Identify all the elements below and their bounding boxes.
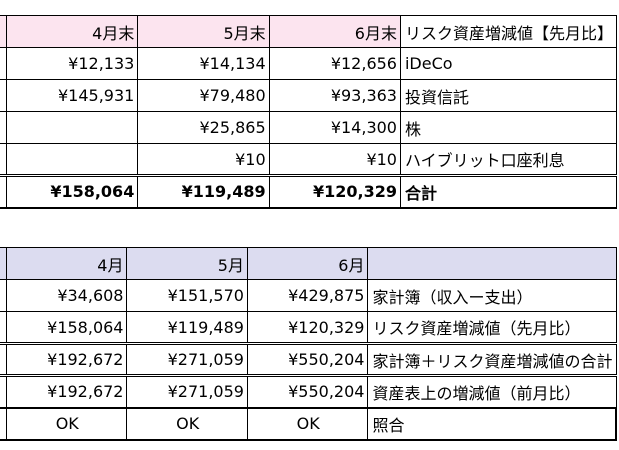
row-label[interactable]: 家計簿＋リスク資産増減値の合計 (367, 343, 617, 377)
header-april[interactable]: 4月 (5, 247, 128, 280)
table-row: ¥12,133 ¥14,134 ¥12,656 iDeCo (0, 47, 618, 80)
reconciliation-header-row: 4月 5月 6月 (0, 247, 617, 280)
total-row: ¥158,064 ¥119,489 ¥120,329 合計 (0, 175, 618, 209)
row-label[interactable]: iDeCo (399, 47, 618, 80)
risk-asset-header-row: 4月末 5月末 6月末 リスク資産増減値【先月比】 (0, 15, 618, 48)
cell[interactable]: ¥192,672 (5, 375, 128, 408)
cell[interactable]: ¥93,363 (268, 79, 401, 112)
cell[interactable]: ¥271,059 (126, 375, 248, 408)
cell[interactable]: ¥151,570 (126, 279, 248, 312)
cell[interactable]: ¥79,480 (137, 79, 270, 112)
check-may[interactable]: OK (126, 406, 248, 441)
cell[interactable]: ¥10 (137, 143, 270, 177)
row-label[interactable]: 株 (399, 111, 618, 144)
cell[interactable]: ¥550,204 (246, 343, 369, 377)
cell[interactable]: ¥550,204 (246, 375, 369, 408)
table-row: ¥192,672 ¥271,059 ¥550,204 家計簿＋リスク資産増減値の… (0, 343, 617, 377)
cell[interactable]: ¥429,875 (246, 279, 369, 312)
check-row: OK OK OK 照合 (0, 406, 618, 441)
cell[interactable]: ¥192,672 (5, 343, 128, 377)
header-may[interactable]: 5月 (126, 247, 248, 280)
cell[interactable]: ¥14,134 (137, 47, 270, 80)
cell[interactable]: ¥158,064 (5, 311, 128, 345)
table-row: ¥158,064 ¥119,489 ¥120,329 リスク資産増減値（先月比） (0, 311, 617, 345)
cell[interactable]: ¥120,329 (246, 311, 369, 345)
table-row: ¥10 ¥10 ハイブリット口座利息 (0, 143, 618, 177)
row-label[interactable]: 資産表上の増減値（前月比） (367, 375, 617, 408)
reconciliation-table: 4月 5月 6月 ¥34,608 ¥151,570 ¥429,875 家計簿（収… (0, 247, 618, 441)
total-may[interactable]: ¥119,489 (137, 175, 270, 209)
row-label[interactable]: リスク資産増減値（先月比） (367, 311, 617, 345)
cell[interactable]: ¥12,133 (5, 47, 139, 80)
risk-asset-table: 4月末 5月末 6月末 リスク資産増減値【先月比】 ¥12,133 ¥14,13… (0, 15, 618, 209)
check-april[interactable]: OK (5, 406, 128, 441)
check-june[interactable]: OK (246, 406, 369, 441)
header-april-end[interactable]: 4月末 (5, 15, 139, 48)
cell[interactable]: ¥12,656 (268, 47, 401, 80)
header-may-end[interactable]: 5月末 (137, 15, 270, 48)
total-april[interactable]: ¥158,064 (5, 175, 139, 209)
cell[interactable]: ¥10 (268, 143, 401, 177)
cell[interactable] (5, 111, 139, 144)
header-june[interactable]: 6月 (246, 247, 369, 280)
cell[interactable]: ¥25,865 (137, 111, 270, 144)
cell[interactable] (5, 143, 139, 177)
table-row: ¥25,865 ¥14,300 株 (0, 111, 618, 144)
table-row: ¥192,672 ¥271,059 ¥550,204 資産表上の増減値（前月比） (0, 375, 617, 408)
cell[interactable]: ¥119,489 (126, 311, 248, 345)
cell[interactable]: ¥271,059 (126, 343, 248, 377)
check-label[interactable]: 照合 (367, 406, 618, 441)
row-label[interactable]: 投資信託 (399, 79, 618, 112)
table-row: ¥145,931 ¥79,480 ¥93,363 投資信託 (0, 79, 618, 112)
cell[interactable]: ¥34,608 (5, 279, 128, 312)
cell[interactable]: ¥145,931 (5, 79, 139, 112)
total-june[interactable]: ¥120,329 (268, 175, 401, 209)
header-june-end[interactable]: 6月末 (268, 15, 401, 48)
header-blank[interactable] (367, 247, 617, 280)
total-label[interactable]: 合計 (399, 175, 618, 209)
row-label[interactable]: ハイブリット口座利息 (399, 143, 618, 177)
header-risk-change-label[interactable]: リスク資産増減値【先月比】 (399, 15, 618, 48)
row-label[interactable]: 家計簿（収入ー支出） (367, 279, 617, 312)
cell[interactable]: ¥14,300 (268, 111, 401, 144)
table-row: ¥34,608 ¥151,570 ¥429,875 家計簿（収入ー支出） (0, 279, 617, 312)
